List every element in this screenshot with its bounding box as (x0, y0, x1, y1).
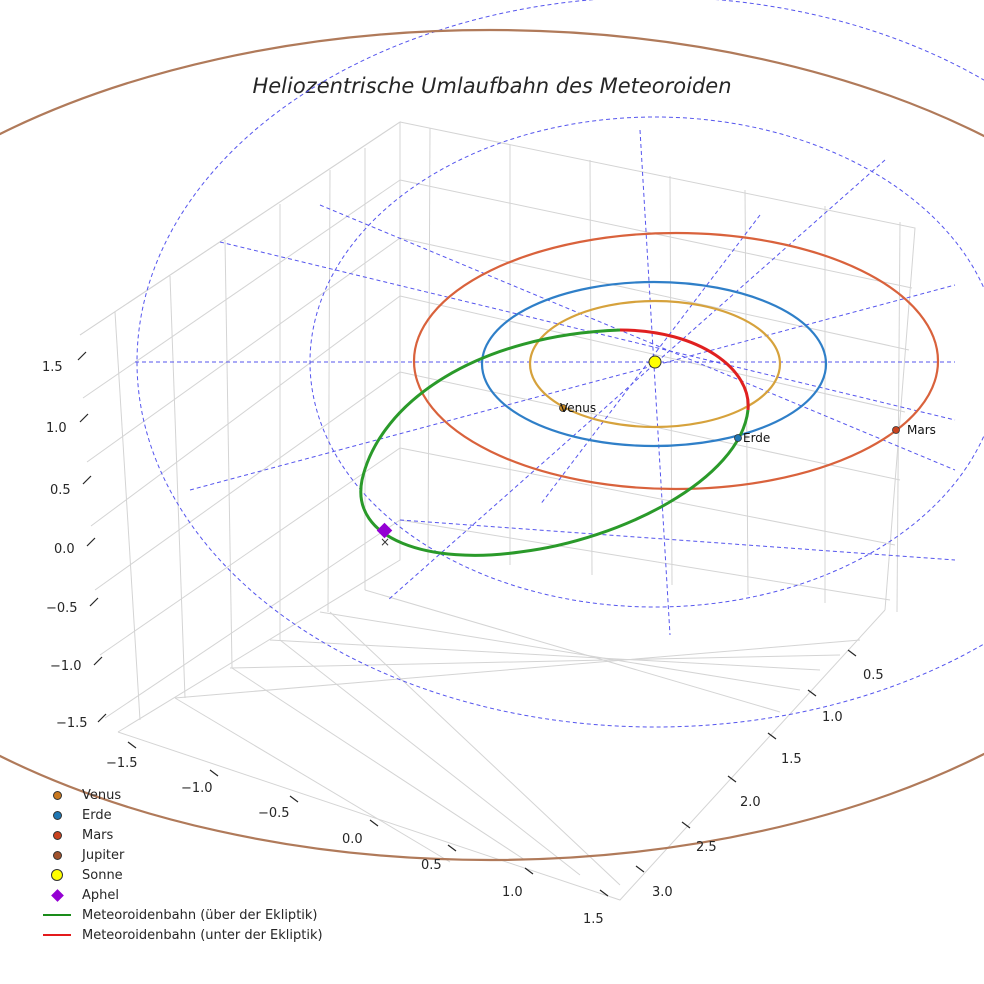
earth-label: Erde (743, 431, 770, 445)
jupiter-legend-icon (52, 850, 62, 860)
legend-item-venus: Venus (40, 785, 323, 805)
legend-label: Meteoroidenbahn (über der Ekliptik) (82, 907, 318, 923)
mars-marker (892, 426, 900, 434)
legend-item-aphel: Aphel (40, 885, 323, 905)
z-tick-1: 1.0 (46, 421, 67, 436)
earth-legend-icon (52, 810, 62, 820)
legend-label: Aphel (82, 887, 119, 903)
venus-marker (559, 404, 567, 412)
meteoroid-orbit-below (619, 328, 750, 411)
y-tick-5: 3.0 (652, 885, 673, 900)
legend-label: Meteoroidenbahn (unter der Ekliptik) (82, 927, 323, 943)
legend-item-sonne: Sonne (40, 865, 323, 885)
y-tick-1: 1.0 (822, 710, 843, 725)
earth-marker (734, 434, 742, 442)
legend-item-jupiter: Jupiter (40, 845, 323, 865)
legend-item-above: Meteoroidenbahn (über der Ekliptik) (40, 905, 323, 925)
x-tick-1: −1.0 (181, 781, 213, 796)
y-axis-ticks (635, 649, 857, 873)
mars-orbit (412, 231, 940, 491)
z-tick-3: 0.0 (54, 542, 75, 557)
mars-label: Mars (907, 423, 936, 437)
legend: Venus Erde Mars Jupiter Sonne Aphel Mete… (40, 785, 323, 945)
x-tick-0: −1.5 (106, 756, 138, 771)
legend-item-below: Meteoroidenbahn (unter der Ekliptik) (40, 925, 323, 945)
x-tick-2: −0.5 (258, 806, 290, 821)
below-line-legend-icon (43, 934, 71, 936)
legend-label: Jupiter (82, 847, 125, 863)
z-tick-2: 0.5 (50, 483, 71, 498)
y-tick-4: 2.5 (696, 840, 717, 855)
venus-orbit (528, 299, 782, 429)
sun-legend-icon (51, 869, 63, 881)
jupiter-orbit (0, 29, 984, 861)
z-axis-ticks (77, 351, 107, 723)
x-axis-ticks (127, 741, 609, 897)
legend-label: Sonne (82, 867, 123, 883)
legend-label: Venus (82, 787, 122, 803)
z-tick-5: −1.0 (50, 659, 82, 674)
meteoroid-orbit-above (359, 328, 750, 557)
y-tick-2: 1.5 (781, 752, 802, 767)
legend-label: Mars (82, 827, 114, 843)
planet-orbits (0, 29, 984, 861)
earth-orbit (480, 280, 828, 448)
mars-legend-icon (52, 830, 62, 840)
z-tick-6: −1.5 (56, 716, 88, 731)
y-tick-3: 2.0 (740, 795, 761, 810)
aphel-legend-icon (50, 888, 64, 902)
z-tick-0: 1.5 (42, 360, 63, 375)
meteoroid-orbit (359, 328, 750, 557)
x-tick-5: 1.0 (502, 885, 523, 900)
legend-item-mars: Mars (40, 825, 323, 845)
venus-label: Venus (560, 401, 596, 415)
y-tick-0: 0.5 (863, 668, 884, 683)
x-tick-4: 0.5 (421, 858, 442, 873)
aphel-cross: × (380, 535, 390, 549)
above-line-legend-icon (43, 914, 71, 916)
x-tick-6: 1.5 (583, 912, 604, 927)
sun-marker (648, 355, 662, 369)
venus-legend-icon (52, 790, 62, 800)
legend-label: Erde (82, 807, 112, 823)
chart-title: Heliozentrische Umlaufbahn des Meteoroid… (252, 74, 732, 98)
x-tick-3: 0.0 (342, 832, 363, 847)
z-tick-4: −0.5 (46, 601, 78, 616)
legend-item-erde: Erde (40, 805, 323, 825)
ecliptic-reference (135, 0, 984, 728)
